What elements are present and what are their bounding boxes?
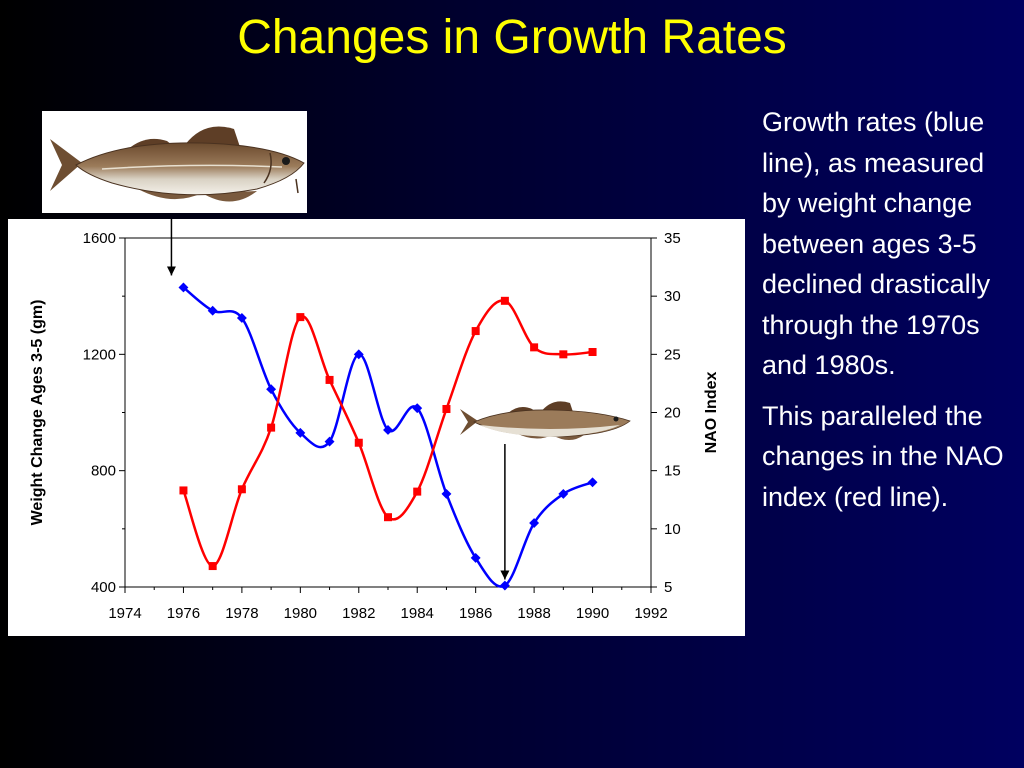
annotations	[166, 219, 510, 580]
y-axis-title: Weight Change Ages 3-5 (gm)	[29, 300, 46, 526]
y-right-tick-label: 15	[664, 463, 681, 480]
nao-index-point	[267, 423, 276, 432]
weight-change-point	[529, 518, 540, 528]
weight-change-point	[587, 477, 598, 488]
x-tick-label: 1976	[167, 605, 200, 622]
x-tick-label: 1974	[108, 605, 141, 622]
y-right-tick-label: 10	[664, 521, 681, 538]
nao-index-point	[296, 313, 305, 322]
nao-index-point	[325, 375, 334, 384]
line-chart: 1974 1976 1978 1980 1982 1984 1986 1988 1990 1992…	[29, 219, 720, 622]
weight-change-point	[499, 580, 510, 591]
nao-index-line	[182, 299, 593, 568]
nao-index-point	[354, 438, 363, 447]
weight-change-point	[178, 282, 189, 293]
cod-fish-illustration	[50, 126, 305, 202]
weight-change-point	[558, 488, 569, 499]
y-right-tick-label: 20	[664, 405, 681, 422]
weight-change-point	[470, 552, 481, 563]
nao-index-point	[179, 486, 188, 495]
slide-title: Changes in Growth Rates	[237, 11, 787, 64]
nao-index-point	[208, 562, 217, 571]
x-tick-label: 1980	[284, 605, 317, 622]
cod-fish-illustration-small	[460, 401, 631, 440]
series-layer	[178, 282, 598, 591]
x-tick-label: 1984	[401, 605, 434, 622]
nao-index-point	[530, 343, 539, 352]
y-right-tick-label: 5	[664, 579, 672, 596]
x-tick-label: 1982	[342, 605, 375, 622]
paragraph-nao: This paralleled the changes in the NAO i…	[762, 400, 1004, 512]
y-right-tick-label: 25	[664, 346, 681, 363]
x-tick-label: 1978	[225, 605, 258, 622]
nao-index-point	[500, 296, 509, 305]
cod-fish-image	[42, 111, 307, 213]
y-right-tick-label: 35	[664, 230, 681, 247]
weight-change-point	[383, 425, 393, 435]
axes: 1974 1976 1978 1980 1982 1984 1986 1988 1990 1992…	[29, 230, 720, 622]
paragraph-growth-rates: Growth rates (blue line), as measured by…	[762, 107, 991, 380]
y-right-axis-title: NAO Index	[703, 372, 720, 454]
nao-index-point	[588, 348, 597, 357]
weight-change-point	[207, 305, 218, 316]
small-fish-layer	[460, 401, 631, 440]
chart-panel: 1974 1976 1978 1980 1982 1984 1986 1988 1990 1992…	[8, 219, 745, 636]
nao-index-point	[471, 327, 480, 336]
x-tick-label: 1988	[517, 605, 550, 622]
y-tick-label: 800	[91, 463, 116, 480]
weight-change-point	[324, 436, 335, 447]
weight-change-point	[441, 488, 452, 499]
nao-index-point	[237, 485, 246, 494]
nao-index-point	[413, 487, 422, 496]
body-text: Growth rates (blue line), as measured by…	[762, 102, 1012, 527]
weight-change-point	[266, 384, 277, 395]
y-tick-label: 1600	[83, 230, 116, 247]
x-tick-label: 1992	[634, 605, 667, 622]
y-tick-label: 400	[91, 579, 116, 596]
weight-change-point	[236, 313, 247, 323]
nao-index-point	[442, 405, 451, 414]
y-tick-label: 1200	[83, 346, 116, 363]
weight-change-point	[412, 403, 423, 414]
y-right-tick-label: 30	[664, 288, 681, 305]
nao-index-point	[384, 513, 392, 522]
nao-index-point	[559, 350, 568, 359]
weight-change-point	[353, 349, 364, 360]
x-tick-label: 1986	[459, 605, 492, 622]
x-tick-label: 1990	[576, 605, 609, 622]
